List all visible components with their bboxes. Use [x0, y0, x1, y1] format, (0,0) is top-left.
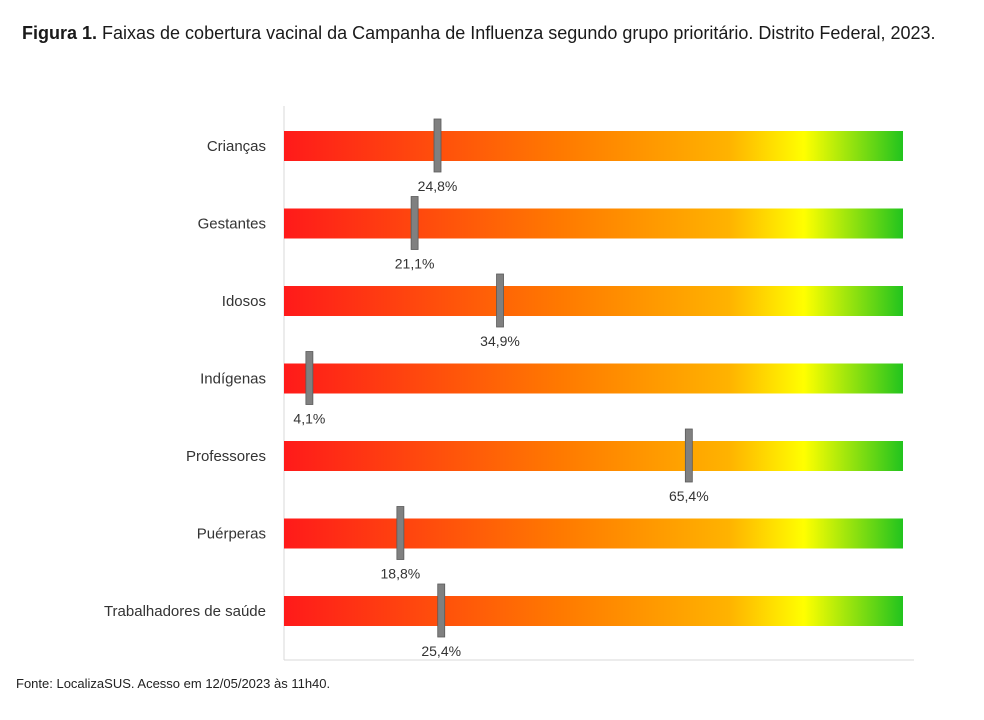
figure-caption-label: Figura 1. — [22, 23, 98, 43]
value-label: 25,4% — [421, 643, 461, 659]
category-label: Professores — [186, 448, 266, 465]
coverage-band — [284, 596, 903, 626]
value-label: 24,8% — [418, 178, 458, 194]
coverage-band — [284, 363, 903, 394]
coverage-band — [284, 518, 903, 549]
category-label: Trabalhadores de saúde — [104, 603, 266, 620]
coverage-chart: Crianças 24,8% Gestantes 21,1% Idosos 34,9% In… — [104, 106, 914, 661]
category-label: Crianças — [207, 138, 266, 155]
coverage-band — [284, 286, 903, 316]
coverage-band — [284, 208, 903, 239]
coverage-marker — [410, 196, 419, 250]
category-label: Puérperas — [197, 526, 266, 543]
value-label: 18,8% — [381, 566, 421, 582]
value-label: 4,1% — [293, 411, 325, 427]
coverage-marker — [437, 583, 446, 638]
figure-caption-text: Faixas de cobertura vacinal da Campanha … — [97, 23, 936, 43]
coverage-marker — [684, 428, 693, 483]
value-label: 65,4% — [669, 488, 709, 504]
value-label: 21,1% — [395, 256, 435, 272]
coverage-marker — [305, 351, 314, 405]
value-label: 34,9% — [480, 333, 520, 349]
figure-caption: Figura 1. Faixas de cobertura vacinal da… — [22, 12, 972, 54]
source-note: Fonte: LocalizaSUS. Acesso em 12/05/2023… — [16, 676, 331, 691]
coverage-marker — [396, 506, 405, 560]
coverage-band — [284, 441, 903, 471]
coverage-marker — [496, 273, 504, 328]
category-label: Indígenas — [200, 371, 266, 388]
category-label: Idosos — [222, 293, 266, 310]
coverage-band — [284, 131, 903, 161]
coverage-marker — [433, 118, 442, 173]
category-label: Gestantes — [198, 216, 266, 233]
